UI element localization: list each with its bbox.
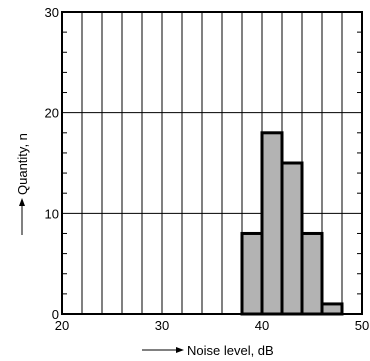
y-axis-label: Quantity, n bbox=[15, 133, 30, 195]
histogram-bar bbox=[320, 302, 344, 316]
x-tick-label: 40 bbox=[255, 318, 269, 333]
x-tick-label: 30 bbox=[155, 318, 169, 333]
y-axis-label-arrowhead bbox=[19, 198, 25, 206]
histogram-bar bbox=[280, 161, 304, 316]
x-tick-labels: 20 30 40 50 bbox=[55, 318, 369, 333]
histogram-bar bbox=[240, 231, 264, 316]
histogram-bar bbox=[300, 231, 324, 316]
y-tick-label: 30 bbox=[45, 5, 59, 20]
y-tick-label: 10 bbox=[45, 206, 59, 221]
x-axis-label-arrowhead bbox=[176, 347, 184, 353]
plot-frame bbox=[61, 11, 363, 315]
x-axis-label: Noise level, dB bbox=[187, 343, 274, 358]
y-tick-label: 20 bbox=[45, 106, 59, 121]
y-tick-label: 0 bbox=[52, 307, 59, 322]
x-tick-label: 20 bbox=[55, 318, 69, 333]
histogram-bar bbox=[260, 131, 284, 316]
tick-marks bbox=[62, 31, 362, 295]
x-tick-label: 50 bbox=[355, 318, 369, 333]
histogram-bars bbox=[240, 131, 344, 316]
y-tick-labels: 0 10 20 30 bbox=[45, 5, 59, 322]
